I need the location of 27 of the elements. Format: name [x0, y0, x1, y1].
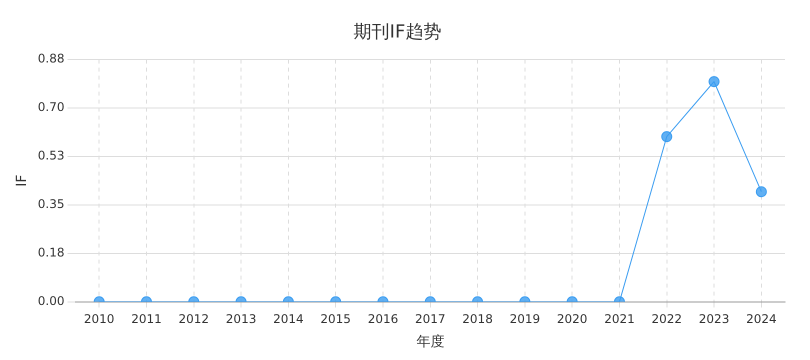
x-tick-label: 2012: [178, 312, 210, 326]
x-tick-label: 2021: [604, 312, 635, 326]
y-tick-label: 0.00: [38, 294, 65, 308]
x-tick-label: 2022: [651, 312, 682, 326]
y-tick-label: 0.53: [38, 148, 65, 163]
x-tick-label: 2018: [462, 312, 493, 326]
y-tick-label: 0.18: [38, 245, 65, 260]
x-axis-title: 年度: [416, 334, 444, 350]
point: [756, 186, 767, 198]
chart-title: 期刊IF趋势: [354, 21, 442, 42]
point: [708, 76, 720, 88]
x-tick-label: 2014: [273, 312, 304, 326]
y-tick-label: 0.70: [38, 100, 65, 114]
x-tick-label: 2024: [746, 312, 777, 326]
x-tick-label: 2011: [131, 312, 162, 326]
point: [661, 131, 672, 142]
x-tick-label: 2010: [84, 312, 114, 326]
y-tick-label: 0.88: [38, 52, 65, 66]
x-tick-label: 2016: [368, 312, 398, 326]
x-tick-label: 2013: [226, 312, 256, 326]
y-tick-label: 0.35: [38, 197, 65, 212]
x-tick-label: 2023: [698, 312, 730, 326]
x-tick-label: 2015: [320, 312, 351, 326]
x-tick-label: 2017: [414, 312, 446, 326]
x-tick-label: 2020: [556, 312, 588, 326]
x-tick-label: 2019: [510, 312, 540, 326]
y-axis-title: IF: [14, 174, 30, 187]
